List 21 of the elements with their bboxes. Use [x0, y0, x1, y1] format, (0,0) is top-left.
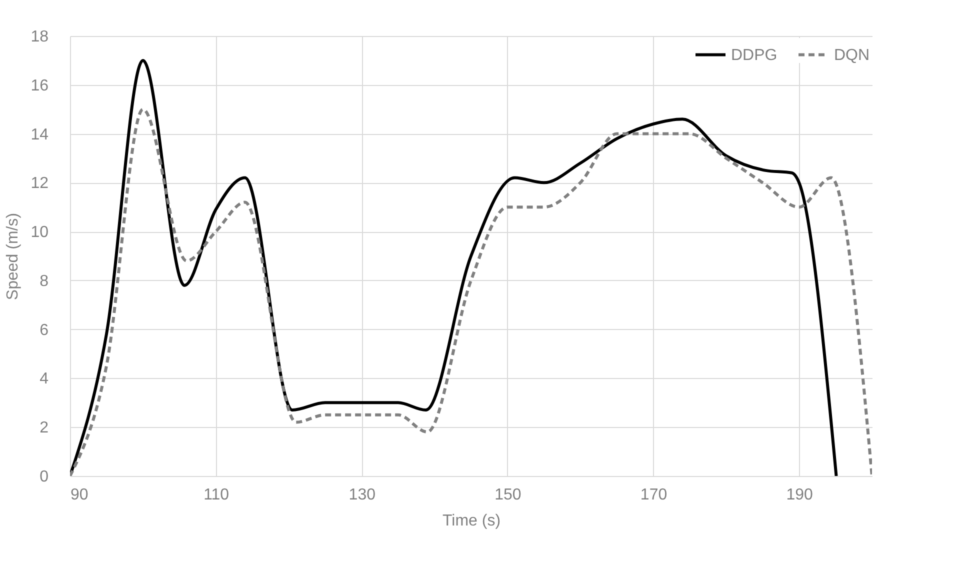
y-tick-label: 16	[30, 77, 49, 94]
y-tick-label: 4	[40, 370, 49, 388]
y-tick-label: 18	[30, 28, 49, 46]
x-tick-label: 150	[494, 486, 522, 504]
x-tick-label: 90	[70, 486, 88, 504]
x-tick-label: 170	[640, 486, 668, 504]
y-tick-label: 6	[40, 322, 49, 339]
y-tick-label: 8	[40, 272, 49, 290]
y-axis-title: Speed (m/s)	[4, 212, 22, 300]
x-tick-label: 190	[786, 486, 814, 504]
y-tick-label: 12	[30, 175, 49, 192]
y-tick-label: 2	[40, 420, 49, 437]
line-series	[70, 108, 872, 476]
x-tick-label: 130	[348, 486, 376, 504]
y-tick-label: 0	[40, 468, 49, 486]
legend-label: DQN	[834, 46, 870, 64]
y-tick-label: 14	[30, 126, 49, 144]
x-tick-label: 110	[204, 486, 230, 504]
y-tick-label: 10	[30, 224, 49, 242]
legend-label: DDPG	[731, 46, 778, 64]
x-axis-title: Time (s)	[442, 512, 501, 530]
